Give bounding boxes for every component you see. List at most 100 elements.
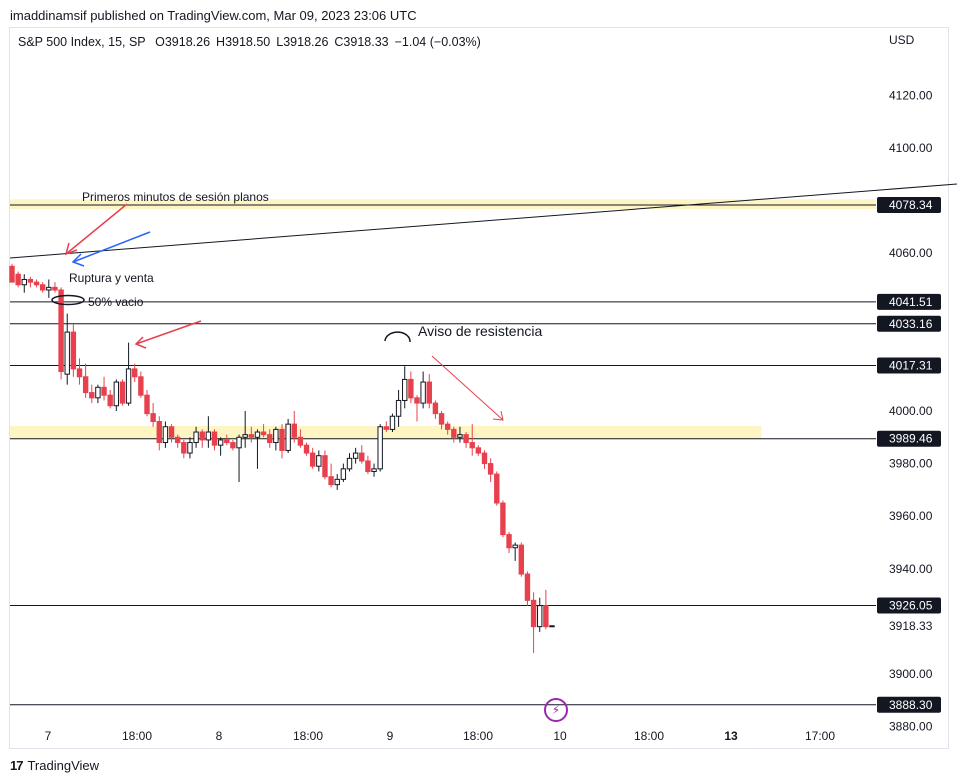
candle-body [224,439,230,444]
candle-body [230,442,236,449]
candle-body [402,378,408,401]
candle-body [199,431,205,441]
candle-body [377,426,383,470]
x-tick-label: 18:00 [634,729,664,743]
candle-body [174,436,181,444]
candle-body [33,281,40,286]
candle-body [494,473,500,504]
level-price-tag [877,696,941,713]
x-tick-label: 13 [724,729,738,743]
level-price-label: 3989.46 [889,432,933,446]
candle-body [383,426,390,430]
tradingview-mark-icon: 17 [10,758,24,773]
gap-ellipse [51,294,85,306]
annotation-gap: 50% vacio [88,295,144,309]
candle-body [297,436,304,446]
candle-body [414,397,420,404]
candle-body [254,431,261,438]
y-tick-label: 4120.00 [889,88,933,102]
level-price-tag [877,315,941,332]
candle-body [408,378,414,399]
level-price-tag [877,196,941,213]
candle-body [438,413,445,425]
level-price-tag [877,293,941,310]
candle-body [132,368,138,378]
candle-body [119,381,126,404]
candle-body [211,431,218,446]
candle-body [193,431,199,444]
candle-body [107,394,113,407]
candle-body [144,394,150,415]
candle-body [21,278,27,286]
red-arrow-down [431,355,504,421]
candle-body [205,431,212,441]
zone-0 [10,199,876,209]
red-arrow-down-head [492,410,504,421]
candle-body [150,413,156,423]
candle-body [260,431,267,436]
candle-body [457,434,463,438]
candle-body [113,381,120,407]
level-price-label: 3926.05 [889,598,933,612]
candle-body [469,442,475,449]
candle-body [389,415,396,430]
publish-attribution: imaddinamsif published on TradingView.co… [10,8,417,23]
ohlc-legend: S&P 500 Index, 15, SP O3918.26 H3918.50 L3… [18,35,487,49]
red-arrow-mid [135,320,202,345]
blue-arrow [72,231,151,263]
lightning-icon[interactable]: ⚡ [544,698,568,722]
currency-label: USD [889,33,915,47]
candle-body [524,573,531,601]
red-arrow-top-head [64,242,78,256]
level-price-tag [877,430,941,447]
candle-body [95,386,101,399]
candle-body [328,476,334,486]
candle-body [426,381,432,404]
y-tick-label: 4000.00 [889,404,933,418]
candle-body [162,426,169,444]
candle-body [371,468,377,472]
candle-body [530,599,537,628]
x-tick-label: 9 [387,729,394,743]
legend-close: C3918.33 [334,35,389,49]
tradingview-logo: 17 TradingView [10,758,99,773]
candle-body [52,286,58,291]
candle-body [432,402,439,415]
red-arrow-top [65,203,128,255]
candle-body [291,423,297,438]
y-tick-label: 4060.00 [889,246,933,260]
candle-body [181,442,187,454]
candle-body [316,455,322,467]
candle-body [451,428,457,438]
candle-body [156,421,162,444]
candle-body [46,286,52,291]
annotation-flat-session: Primeros minutos de sesión planos [82,190,269,204]
level-price-label: 4017.31 [889,358,933,372]
candle-body [481,452,488,465]
legend-change: −1.04 (−0.03%) [394,35,481,49]
candle-body [82,376,89,394]
candle-body [168,426,175,438]
red-arrow-mid-head [134,336,147,349]
candle-body [518,544,525,575]
candle-body [322,455,328,478]
y-tick-label: 3940.00 [889,562,933,576]
candle-body [248,434,255,438]
candle-body [101,386,107,396]
candle-body [64,331,70,375]
candle-body [500,502,506,536]
level-price-label: 4078.34 [889,198,933,212]
candle-body [475,447,482,454]
legend-symbol: S&P 500 Index, 15, SP [18,35,146,49]
level-price-label: 4041.51 [889,295,933,309]
candle-body [58,289,64,373]
resistance-arc [384,331,411,343]
candle-body [285,423,291,451]
candle-body [9,265,15,283]
candle-body [70,331,77,370]
candle-body [340,468,347,480]
candle-body [549,625,555,628]
y-tick-label: 3980.00 [889,457,933,471]
candle-body [39,284,46,291]
